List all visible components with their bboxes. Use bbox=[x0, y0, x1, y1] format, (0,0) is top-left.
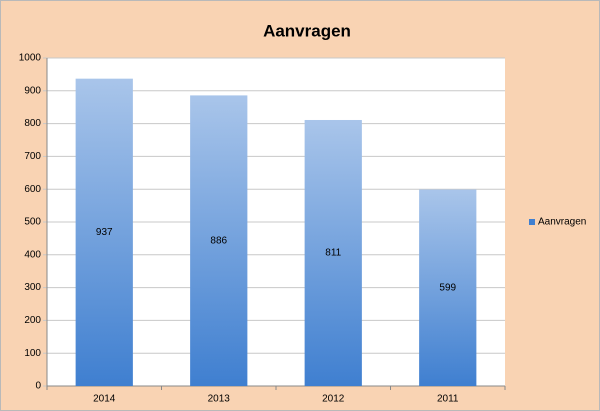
legend-swatch bbox=[529, 219, 535, 225]
y-tick-label: 300 bbox=[24, 282, 41, 293]
y-tick-label: 400 bbox=[24, 249, 41, 260]
x-tick-label: 2011 bbox=[437, 394, 459, 405]
chart-title: Aanvragen bbox=[263, 21, 351, 40]
legend-label: Aanvragen bbox=[538, 217, 586, 228]
bar bbox=[304, 119, 362, 386]
y-tick-label: 900 bbox=[24, 85, 41, 96]
y-tick-label: 500 bbox=[24, 217, 41, 228]
bar bbox=[75, 78, 133, 386]
data-label: 937 bbox=[96, 227, 113, 238]
x-tick-label: 2013 bbox=[208, 394, 231, 405]
x-tick-label: 2012 bbox=[322, 394, 345, 405]
y-tick-label: 600 bbox=[24, 184, 41, 195]
y-tick-label: 100 bbox=[24, 348, 41, 359]
x-tick-label: 2014 bbox=[93, 394, 116, 405]
data-label: 811 bbox=[325, 248, 341, 259]
bar bbox=[190, 95, 248, 386]
data-label: 886 bbox=[210, 235, 227, 246]
y-tick-label: 1000 bbox=[19, 53, 42, 64]
bar bbox=[419, 189, 477, 386]
data-label: 599 bbox=[439, 282, 456, 293]
y-tick-label: 700 bbox=[24, 151, 41, 162]
y-tick-label: 200 bbox=[24, 315, 41, 326]
y-tick-label: 0 bbox=[35, 381, 41, 392]
y-tick-label: 800 bbox=[24, 118, 41, 129]
